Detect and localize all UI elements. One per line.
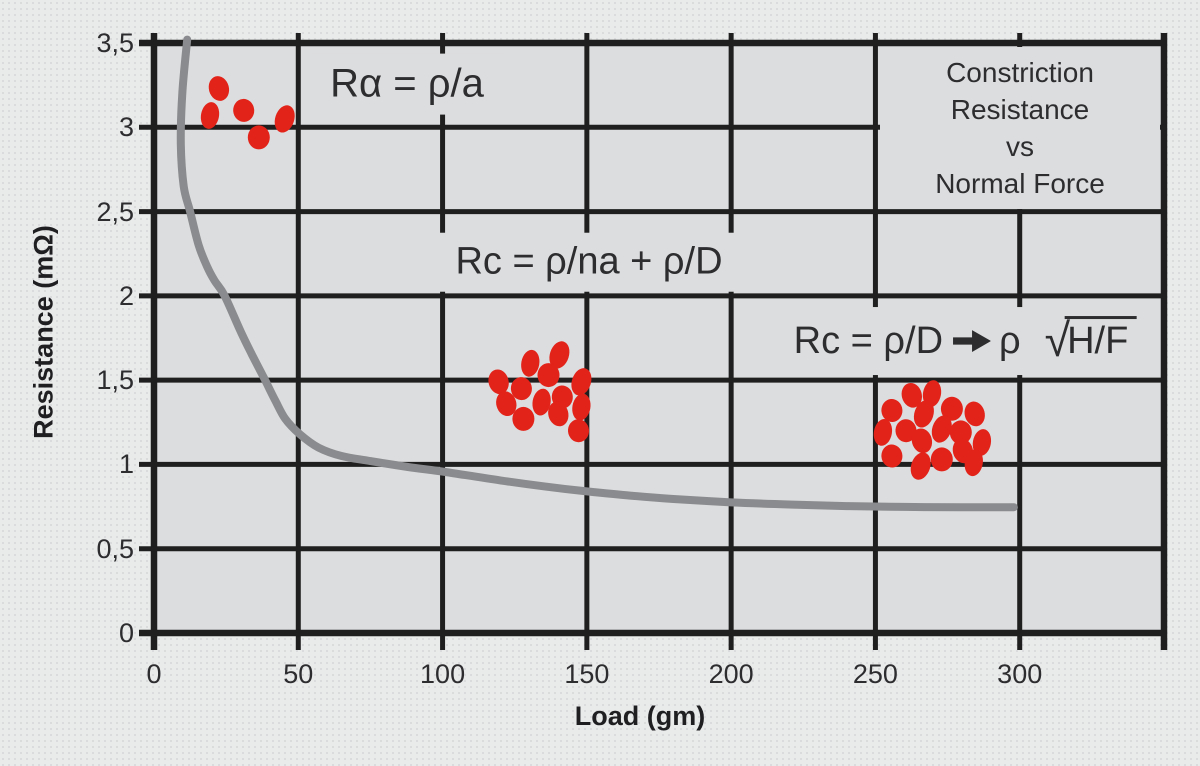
data-point — [537, 363, 560, 388]
data-point — [532, 388, 551, 416]
data-point — [567, 419, 590, 443]
data-point — [964, 449, 983, 477]
data-point — [972, 429, 992, 456]
resistance-curve — [176, 35, 1018, 512]
data-point — [901, 382, 922, 408]
data-point — [931, 415, 952, 443]
plot-background — [154, 43, 1164, 633]
data-point — [964, 401, 985, 427]
data-point — [200, 102, 220, 129]
data-point — [949, 420, 972, 445]
data-point — [913, 400, 934, 428]
data-point — [571, 368, 592, 396]
data-point — [208, 76, 230, 101]
data-point — [521, 349, 540, 377]
data-point — [510, 377, 532, 401]
data-point — [512, 406, 535, 431]
data-point — [922, 380, 942, 407]
data-point — [940, 396, 963, 421]
data-point — [247, 125, 270, 150]
data-point — [548, 401, 569, 427]
data-point — [496, 391, 517, 417]
data-point — [549, 341, 570, 369]
data-point — [930, 447, 953, 472]
data-point — [488, 369, 509, 395]
data-point — [873, 419, 893, 446]
data-point — [881, 444, 903, 468]
data-point — [572, 393, 591, 421]
data-point — [911, 428, 933, 454]
data-point — [233, 98, 255, 122]
data-point — [881, 399, 903, 422]
data-point — [910, 452, 931, 480]
data-point — [274, 105, 295, 133]
data-point — [895, 419, 917, 443]
